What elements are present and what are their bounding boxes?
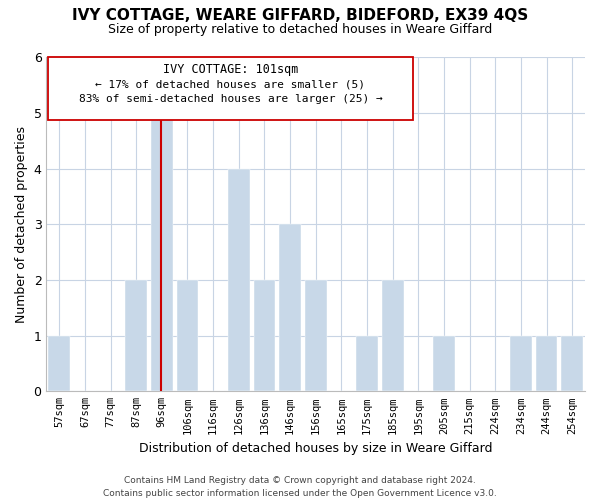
Bar [254,280,275,392]
Bar [279,224,301,392]
Bar [125,280,147,392]
Bar [382,280,404,392]
Bar [176,280,199,392]
Text: Contains HM Land Registry data © Crown copyright and database right 2024.
Contai: Contains HM Land Registry data © Crown c… [103,476,497,498]
Bar [49,336,70,392]
Bar [151,113,173,392]
Y-axis label: Number of detached properties: Number of detached properties [15,126,28,323]
Text: 83% of semi-detached houses are larger (25) →: 83% of semi-detached houses are larger (… [79,94,382,104]
FancyBboxPatch shape [47,58,413,120]
Text: IVY COTTAGE, WEARE GIFFARD, BIDEFORD, EX39 4QS: IVY COTTAGE, WEARE GIFFARD, BIDEFORD, EX… [72,8,528,22]
Text: IVY COTTAGE: 101sqm: IVY COTTAGE: 101sqm [163,63,298,76]
X-axis label: Distribution of detached houses by size in Weare Giffard: Distribution of detached houses by size … [139,442,493,455]
Text: ← 17% of detached houses are smaller (5): ← 17% of detached houses are smaller (5) [95,79,365,89]
Bar [356,336,378,392]
Bar [561,336,583,392]
Bar [536,336,557,392]
Bar [510,336,532,392]
Text: Size of property relative to detached houses in Weare Giffard: Size of property relative to detached ho… [108,22,492,36]
Bar [433,336,455,392]
Bar [228,169,250,392]
Bar [305,280,326,392]
